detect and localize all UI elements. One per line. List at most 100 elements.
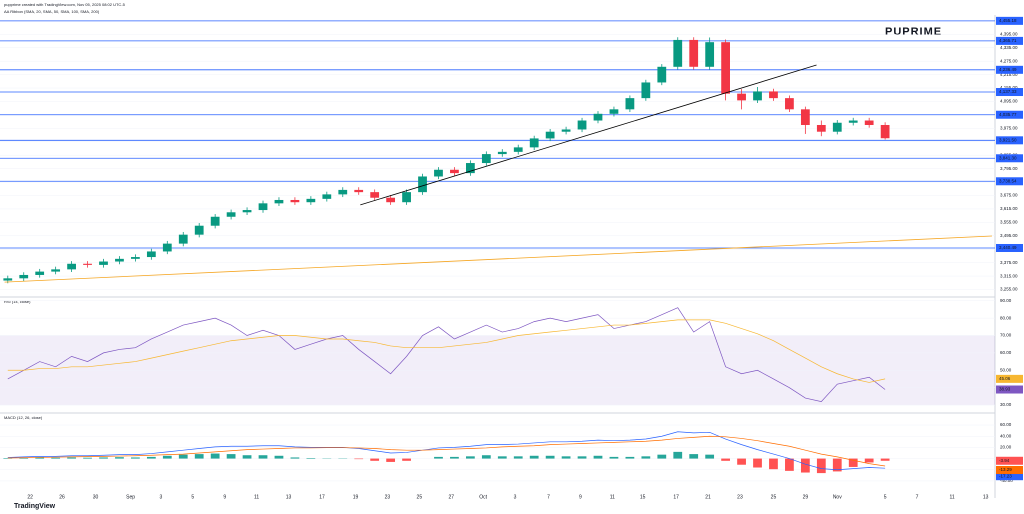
candle-body — [816, 124, 826, 132]
x-tick-label: 25 — [771, 494, 777, 500]
candle-body — [641, 82, 651, 99]
y-tick-label: 3,375.00 — [1000, 260, 1018, 265]
level-label: 4,137.33 — [999, 89, 1017, 94]
macd-histogram-bar — [673, 451, 683, 459]
candle-body — [577, 120, 587, 130]
last-value-box — [996, 456, 1023, 465]
macd-histogram-bar — [3, 458, 13, 459]
macd-histogram-bar — [641, 456, 651, 459]
candle-body — [721, 42, 730, 94]
candle-body — [67, 263, 76, 270]
level-label: 3,921.50 — [999, 138, 1017, 143]
macd-line — [7, 431, 886, 471]
candle-body — [673, 39, 683, 67]
macd-histogram-bar — [226, 454, 236, 459]
candle-body — [418, 176, 427, 193]
x-tick-label: 26 — [59, 494, 65, 500]
candle-body — [274, 199, 284, 204]
macd-histogram-bar — [577, 456, 587, 459]
candle-body — [832, 122, 842, 132]
y-tick-label: 4,395.00 — [1000, 32, 1018, 37]
y-tick-label: -40.00 — [1000, 478, 1013, 483]
candle-body — [178, 234, 188, 244]
rsi-line — [7, 319, 886, 383]
candle-body — [370, 192, 380, 198]
candle-body — [51, 269, 61, 272]
x-tick-label: 7 — [547, 494, 550, 500]
macd-histogram-bar — [19, 457, 29, 459]
candle-body — [354, 189, 364, 193]
candle-body — [465, 163, 475, 174]
candle-body — [19, 274, 29, 279]
macd-histogram-bar — [178, 454, 188, 459]
macd-histogram-bar — [657, 454, 667, 459]
y-tick-label: 4,335.00 — [1000, 45, 1018, 50]
y-tick-label: 3,795.00 — [1000, 166, 1018, 171]
macd-histogram-bar — [242, 455, 252, 459]
macd-histogram-bar — [529, 455, 539, 459]
level-label-box — [996, 88, 1023, 97]
macd-histogram-bar — [848, 458, 858, 467]
x-tick-label: 15 — [640, 494, 646, 500]
level-label-box — [996, 136, 1023, 145]
indicator-label: AA Ribbon (SMA, 20, SMA, 50, SMA, 100, S… — [4, 9, 100, 14]
x-tick-label: 11 — [950, 494, 955, 500]
macd-histogram-bar — [258, 455, 268, 459]
level-label: 4,236.49 — [999, 67, 1017, 72]
y-tick-label: 60.00 — [1000, 422, 1012, 427]
last-value-box — [996, 374, 1023, 383]
macd-histogram-bar — [497, 456, 507, 459]
candle-body — [402, 192, 411, 203]
macd-histogram-bar — [625, 456, 635, 459]
x-tick-label: Oct — [479, 494, 487, 500]
candle-body — [226, 212, 236, 217]
macd-histogram-bar — [785, 458, 794, 471]
footer-logo: TradingView — [14, 503, 56, 510]
macd-histogram-bar — [370, 458, 380, 461]
x-tick-label: 29 — [803, 494, 809, 500]
x-tick-label: 17 — [319, 494, 325, 500]
candle-body — [146, 251, 156, 258]
y-tick-label: 3,975.00 — [1000, 126, 1018, 131]
candle-body — [162, 243, 172, 252]
level-label: 3,440.49 — [999, 245, 1017, 250]
macd-histogram-bar — [290, 457, 300, 459]
macd-histogram-bar — [35, 457, 45, 459]
header-line: pupprime created with TradingView.com, N… — [4, 2, 126, 7]
macd-histogram-bar — [561, 456, 571, 459]
macd-histogram-bar — [162, 455, 172, 459]
candle-body — [434, 169, 443, 177]
level-label: 4,035.77 — [999, 112, 1017, 117]
rsi-line — [7, 307, 886, 402]
x-tick-label: 17 — [673, 494, 679, 500]
x-tick-label: 21 — [705, 494, 711, 500]
level-label: 3,738.54 — [999, 178, 1017, 183]
macd-histogram-bar — [753, 458, 762, 468]
y-tick-label: 3,555.00 — [1000, 220, 1018, 225]
candle-body — [848, 120, 858, 123]
level-label: 4,365.71 — [999, 38, 1017, 43]
candle-body — [194, 225, 204, 235]
candle-body — [306, 198, 316, 203]
macd-histogram-bar — [721, 458, 730, 461]
level-label: 4,455.18 — [999, 18, 1017, 23]
x-tick-label: 3 — [160, 494, 163, 500]
candle-body — [210, 216, 220, 226]
macd-histogram-bar — [146, 456, 156, 459]
macd-histogram-bar — [769, 458, 778, 470]
y-tick-label: 60.00 — [1000, 350, 1012, 355]
candle-body — [513, 147, 523, 152]
macd-histogram-bar — [545, 455, 555, 459]
macd-histogram-bar — [51, 457, 61, 459]
candle-body — [386, 197, 396, 203]
level-label: 3,841.30 — [999, 155, 1017, 160]
macd-histogram-bar — [465, 456, 475, 459]
candle-body — [753, 91, 762, 101]
y-tick-label: 4,215.00 — [1000, 72, 1018, 77]
candle-body — [115, 258, 124, 262]
x-tick-label: 11 — [610, 494, 615, 500]
x-tick-label: 25 — [417, 494, 423, 500]
candle-body — [497, 151, 507, 155]
y-tick-label: 4,275.00 — [1000, 58, 1018, 63]
